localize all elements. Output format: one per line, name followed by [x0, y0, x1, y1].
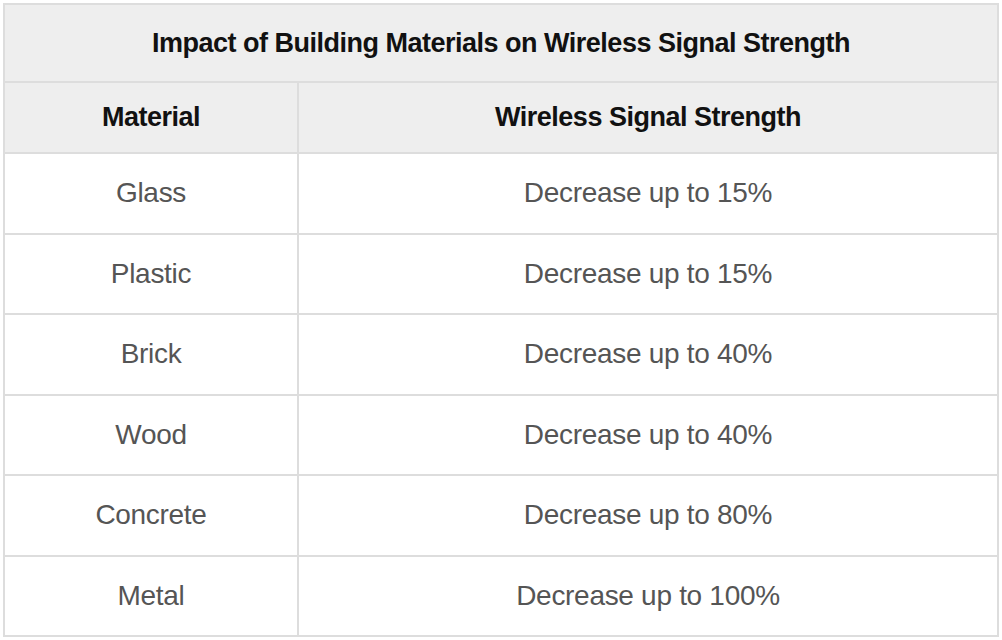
material-cell: Wood [5, 396, 297, 475]
column-header-signal-strength: Wireless Signal Strength [297, 83, 997, 152]
material-cell: Glass [5, 154, 297, 233]
signal-strength-cell: Decrease up to 40% [297, 396, 997, 475]
table-row: Wood Decrease up to 40% [5, 394, 997, 475]
table-row: Metal Decrease up to 100% [5, 555, 997, 636]
table-header-row: Material Wireless Signal Strength [5, 81, 997, 152]
material-cell: Brick [5, 315, 297, 394]
material-cell: Metal [5, 557, 297, 636]
table-body: Glass Decrease up to 15% Plastic Decreas… [5, 152, 997, 635]
table-row: Glass Decrease up to 15% [5, 152, 997, 233]
signal-strength-cell: Decrease up to 40% [297, 315, 997, 394]
page: Impact of Building Materials on Wireless… [0, 0, 1002, 640]
table-row: Concrete Decrease up to 80% [5, 474, 997, 555]
signal-strength-cell: Decrease up to 15% [297, 154, 997, 233]
column-header-material: Material [5, 83, 297, 152]
table-row: Brick Decrease up to 40% [5, 313, 997, 394]
material-cell: Concrete [5, 476, 297, 555]
materials-signal-table: Impact of Building Materials on Wireless… [3, 3, 999, 637]
signal-strength-cell: Decrease up to 15% [297, 235, 997, 314]
signal-strength-cell: Decrease up to 80% [297, 476, 997, 555]
table-title: Impact of Building Materials on Wireless… [152, 28, 850, 59]
signal-strength-cell: Decrease up to 100% [297, 557, 997, 636]
table-title-row: Impact of Building Materials on Wireless… [5, 5, 997, 81]
table-row: Plastic Decrease up to 15% [5, 233, 997, 314]
material-cell: Plastic [5, 235, 297, 314]
